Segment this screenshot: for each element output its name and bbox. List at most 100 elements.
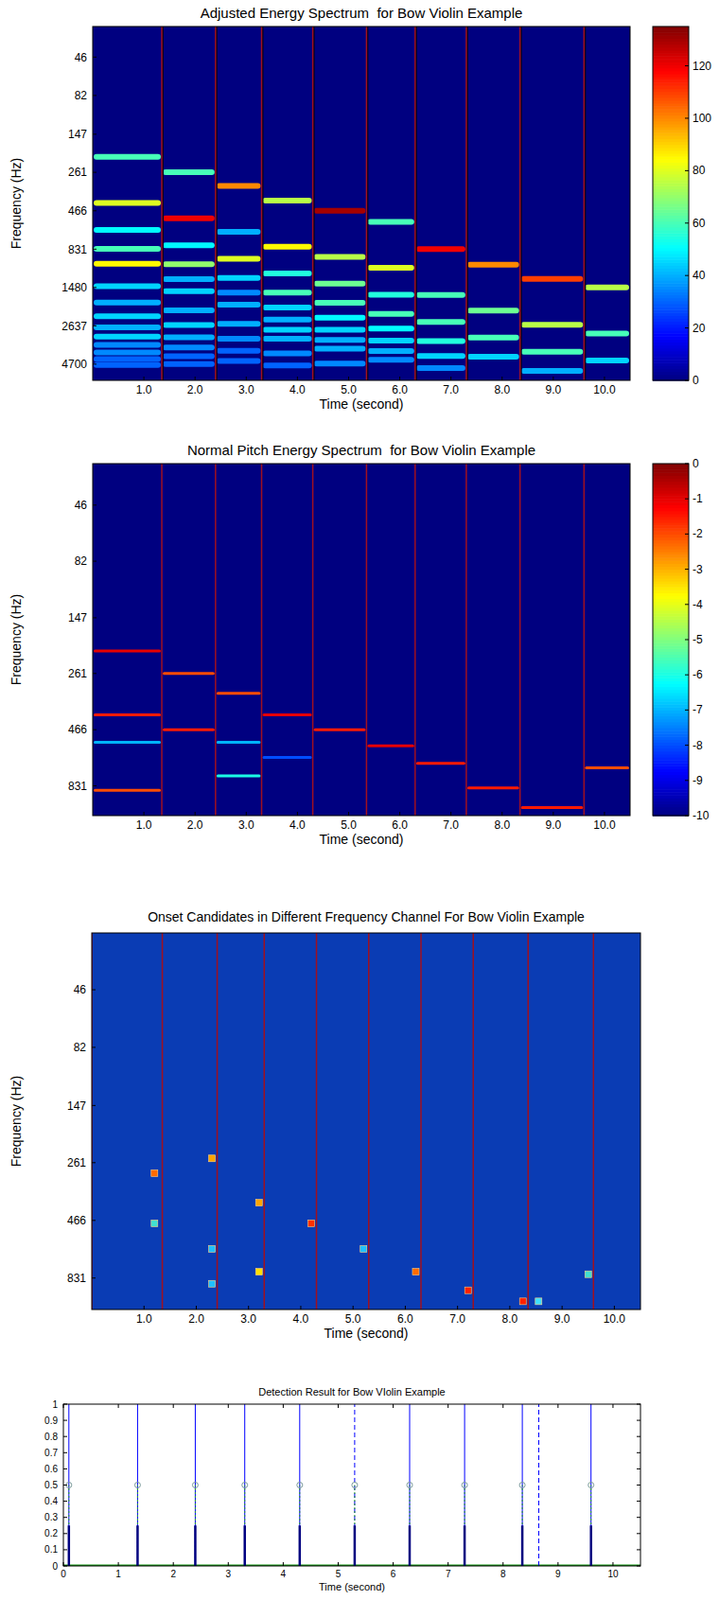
y-tick-label: 0.9 xyxy=(44,1415,58,1426)
note-boundary xyxy=(593,932,596,1310)
y-tick-label: 261 xyxy=(68,666,88,681)
spectral-peak xyxy=(93,789,161,792)
y-tick-label: 2637 xyxy=(61,319,88,334)
y-tick xyxy=(63,1565,68,1567)
colorbar-tick xyxy=(684,327,689,329)
y-tick xyxy=(91,989,96,991)
x-tick-label: 2.0 xyxy=(187,818,204,832)
y-tick xyxy=(636,1420,641,1421)
y-tick-label: 46 xyxy=(74,51,88,65)
x-tick xyxy=(450,811,452,816)
spectral-peak xyxy=(93,740,161,744)
plot-area xyxy=(91,932,594,1310)
y-tick-label: 0.5 xyxy=(44,1479,58,1491)
x-tick xyxy=(282,1561,284,1566)
x-axis-title: Time (second) xyxy=(319,831,404,847)
x-tick xyxy=(118,1561,120,1566)
y-tick-label: 261 xyxy=(67,1156,87,1170)
x-tick xyxy=(603,376,605,381)
y-tick xyxy=(91,1104,96,1106)
y-axis-title: Frequency (Hz) xyxy=(8,594,24,685)
x-tick-label: 9.0 xyxy=(545,383,562,397)
spectral-peak xyxy=(314,253,367,260)
x-tick-label: 8 xyxy=(500,1568,507,1579)
onset-candidate xyxy=(308,1219,316,1227)
x-tick-label: 2.0 xyxy=(188,1312,205,1326)
spectral-peak xyxy=(416,318,466,325)
stem xyxy=(244,1485,246,1567)
spectral-peak xyxy=(162,353,215,360)
spectral-peak xyxy=(367,348,414,354)
spectral-peak xyxy=(216,335,262,342)
spectral-peak xyxy=(216,348,262,354)
spectral-peak xyxy=(93,324,161,331)
stem-marker xyxy=(242,1482,248,1489)
x-tick xyxy=(348,376,350,381)
x-tick-label: 1.0 xyxy=(136,1312,153,1326)
note-boundary xyxy=(519,26,522,381)
spectral-peak xyxy=(162,333,215,340)
y-tick xyxy=(92,133,97,135)
x-tick xyxy=(282,1403,284,1408)
x-tick xyxy=(227,1561,229,1566)
stem-marker xyxy=(588,1482,595,1489)
y-tick-label: 0.1 xyxy=(44,1543,58,1555)
colorbar-tick xyxy=(684,170,689,172)
colorbar-tick-label: -5 xyxy=(692,632,703,647)
note-boundary xyxy=(315,932,318,1310)
colorbar-tick-label: -1 xyxy=(692,491,703,506)
y-tick xyxy=(63,1420,68,1421)
spectral-peak xyxy=(584,284,630,291)
colorbar-frame xyxy=(652,26,689,381)
spectral-peak xyxy=(367,291,414,298)
colorbar-tick-label: 20 xyxy=(692,321,706,335)
x-tick-label: 7.0 xyxy=(449,1312,466,1326)
note-boundary xyxy=(161,932,164,1310)
stem xyxy=(464,1485,466,1567)
y-tick xyxy=(63,1403,68,1405)
stem-marker xyxy=(461,1482,468,1489)
x-tick-label: 4.0 xyxy=(289,383,306,397)
y-tick-label: 147 xyxy=(67,1099,87,1113)
stem xyxy=(137,1403,139,1566)
plot-area xyxy=(93,26,630,381)
onset-candidate xyxy=(412,1268,420,1276)
x-tick-label: 2 xyxy=(170,1568,176,1579)
spectral-peak xyxy=(162,344,215,351)
y-tick xyxy=(91,1277,96,1279)
y-tick xyxy=(92,363,97,365)
spectral-peak xyxy=(263,350,313,357)
y-tick-label: 466 xyxy=(68,204,88,218)
y-tick xyxy=(92,616,97,618)
spectral-peak xyxy=(93,245,161,252)
panel-title: Onset Candidates in Different Frequency … xyxy=(147,909,585,925)
onset-candidate xyxy=(360,1245,368,1252)
onset-candidate xyxy=(255,1199,263,1207)
colorbar-tick-label: -10 xyxy=(692,808,710,823)
y-tick xyxy=(636,1548,641,1550)
x-tick-label: 3.0 xyxy=(238,818,255,832)
y-axis-title: Frequency (Hz) xyxy=(8,1075,24,1167)
colorbar-tick xyxy=(684,568,689,570)
colorbar-tick-label: 80 xyxy=(692,163,706,177)
stem xyxy=(68,1403,70,1566)
x-tick-label: 6 xyxy=(390,1568,397,1579)
y-tick-label: 0 xyxy=(52,1560,58,1572)
stem-marker xyxy=(519,1482,526,1489)
stem xyxy=(243,1525,246,1566)
stem xyxy=(194,1485,196,1567)
x-tick-label: 8.0 xyxy=(493,383,510,397)
x-tick xyxy=(143,376,145,381)
y-tick-label: 147 xyxy=(68,611,88,625)
note-boundary xyxy=(526,932,529,1310)
spectral-peak xyxy=(162,276,215,282)
x-tick-label: 9.0 xyxy=(554,1312,571,1326)
boundary-shadow xyxy=(313,26,316,381)
x-tick xyxy=(143,811,145,816)
spectral-peak xyxy=(367,356,414,363)
y-tick-label: 1480 xyxy=(61,280,88,295)
stem xyxy=(298,1525,302,1566)
stem xyxy=(590,1485,592,1567)
stem-marker xyxy=(134,1482,141,1489)
spectral-peak xyxy=(416,761,466,765)
